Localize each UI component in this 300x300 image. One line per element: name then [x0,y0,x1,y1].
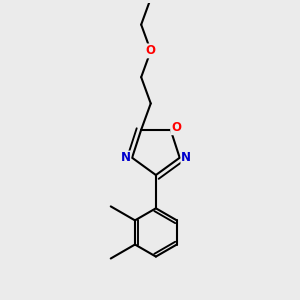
Text: O: O [146,44,156,57]
Text: N: N [181,151,191,164]
Text: N: N [121,151,130,164]
Text: O: O [171,122,181,134]
